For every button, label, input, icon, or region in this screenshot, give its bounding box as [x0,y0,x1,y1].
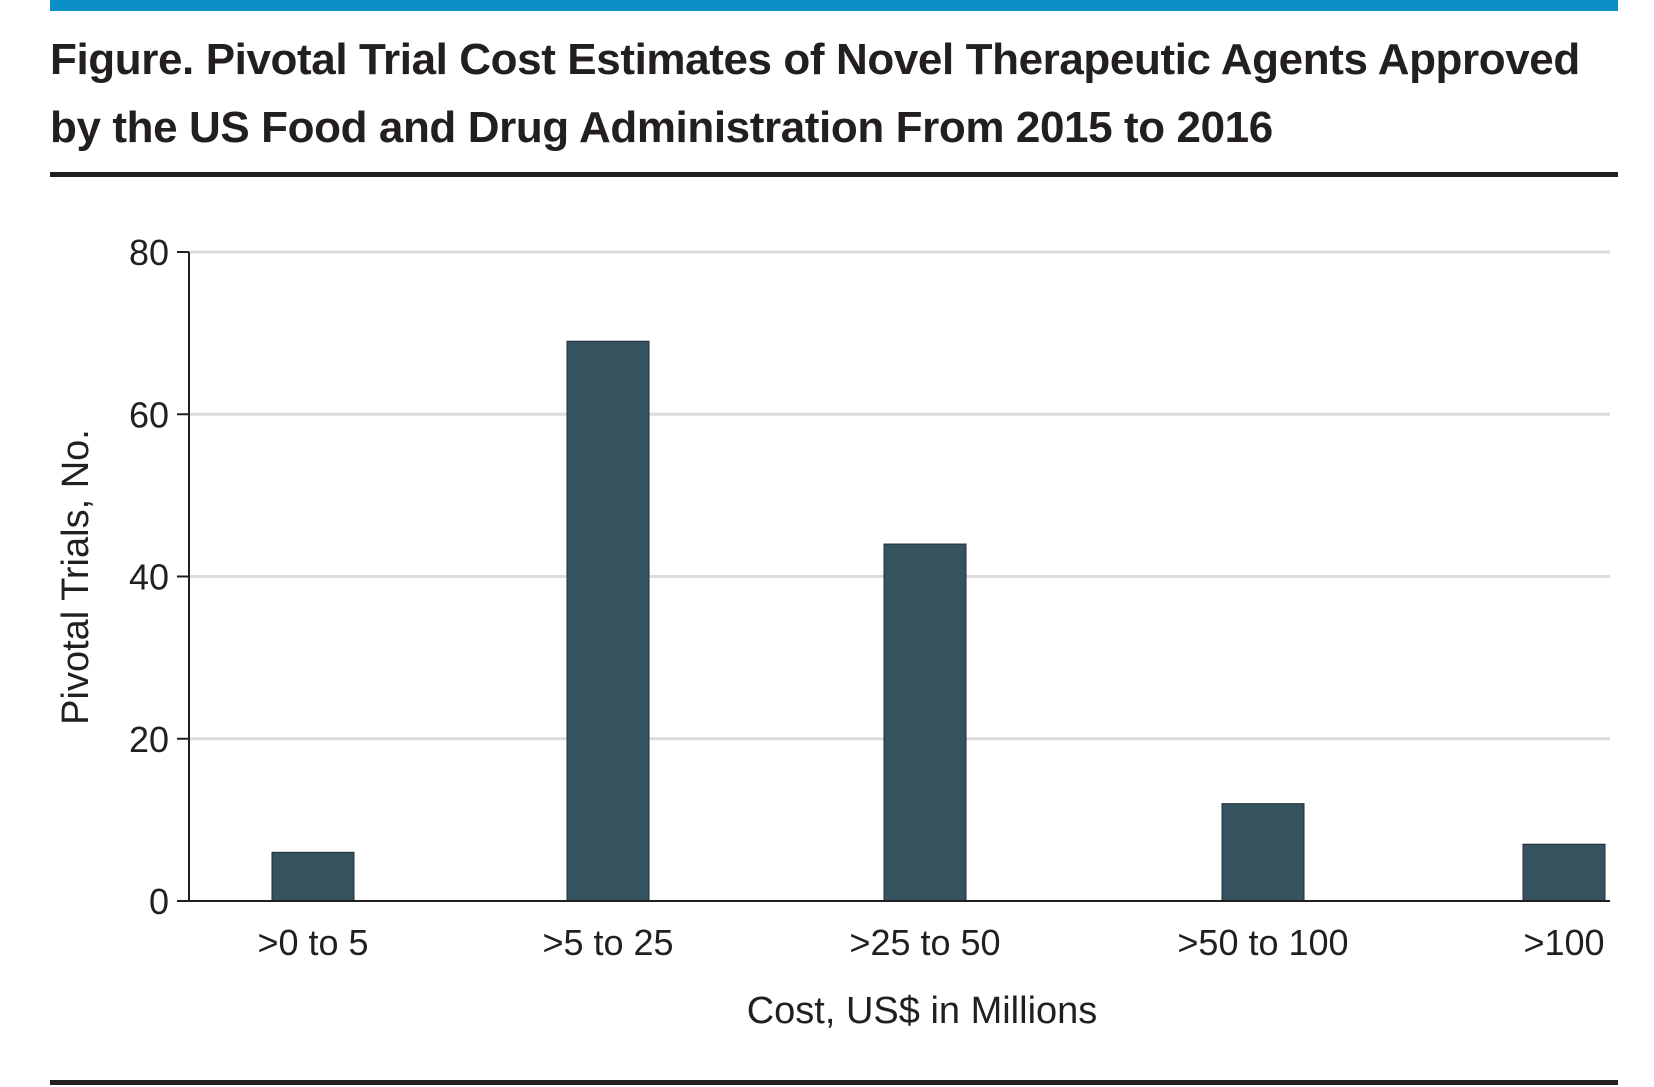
y-tick-label-80: 80 [129,232,169,273]
grid-lines [189,250,1610,741]
y-axis-label: Pivotal Trials, No. [55,429,97,725]
x-tick-label-1: >0 to 5 [257,922,368,963]
x-tick-label-4: >50 to 100 [1177,922,1348,963]
x-axis-label: Cost, US$ in Millions [747,990,1098,1032]
x-tick-label-5: >100 [1523,922,1604,963]
bar-1 [271,851,355,902]
x-tick-label-2: >5 to 25 [542,922,673,963]
bar-5 [1522,843,1606,902]
y-tick-label-20: 20 [129,719,169,760]
bar-2 [566,340,650,902]
bar-4 [1221,803,1305,902]
bottom-divider [50,1080,1618,1085]
x-axis-ticks: >0 to 5 >5 to 25 >25 to 50 >50 to 100 >100 [257,922,1604,963]
bar-3 [883,543,967,902]
y-tick-label-0: 0 [149,881,169,922]
figure-title: Figure. Pivotal Trial Cost Estimates of … [50,35,1580,152]
y-tick-label-60: 60 [129,394,169,435]
y-tick-label-40: 40 [129,557,169,598]
bars [271,340,1606,902]
title-divider [50,172,1618,177]
top-accent-rule [50,0,1618,11]
y-axis-ticks: 0 20 40 60 80 [129,232,189,922]
x-tick-label-3: >25 to 50 [849,922,1000,963]
